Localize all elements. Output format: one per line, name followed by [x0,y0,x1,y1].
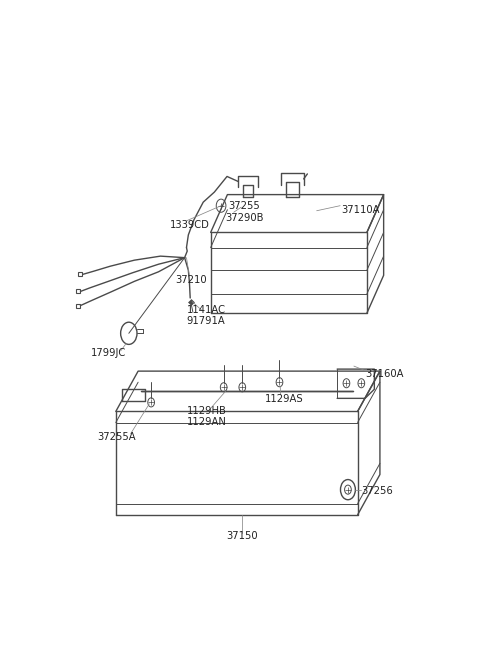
Text: 37150: 37150 [227,531,258,541]
Text: 37160A: 37160A [365,369,404,379]
Text: 1339CD: 1339CD [170,220,210,230]
Text: 37256: 37256 [361,486,393,496]
Text: 1129AS: 1129AS [264,394,303,404]
Text: 37110A: 37110A [341,205,379,215]
Text: 1141AC
91791A: 1141AC 91791A [186,305,226,326]
Text: 37210: 37210 [175,275,207,286]
Text: 1799JC: 1799JC [91,348,126,358]
Text: 37255
37290B: 37255 37290B [225,202,264,223]
Text: 1129HB
1129AN: 1129HB 1129AN [186,405,227,427]
Text: 37255A: 37255A [97,432,136,441]
